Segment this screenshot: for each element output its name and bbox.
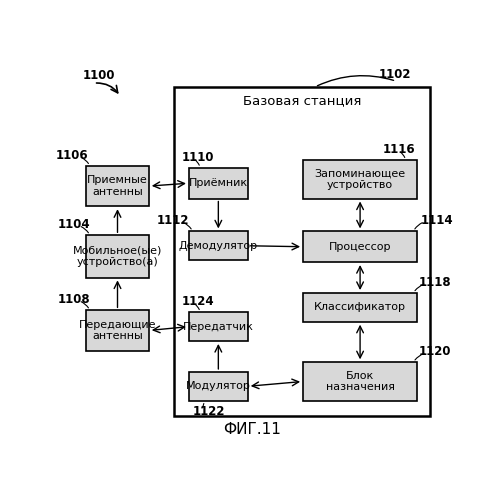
Text: 1116: 1116 xyxy=(383,143,415,156)
FancyBboxPatch shape xyxy=(189,232,248,260)
Text: Запоминающее
устройство: Запоминающее устройство xyxy=(315,168,406,190)
Text: Передатчик: Передатчик xyxy=(183,322,254,332)
FancyBboxPatch shape xyxy=(303,293,417,322)
Text: 1124: 1124 xyxy=(181,296,214,308)
Text: 1114: 1114 xyxy=(421,214,454,228)
Text: Базовая станция: Базовая станция xyxy=(243,94,361,107)
FancyBboxPatch shape xyxy=(189,168,248,198)
Text: Мобильное(ые)
устройство(а): Мобильное(ые) устройство(а) xyxy=(73,246,162,267)
Text: Приемные
антенны: Приемные антенны xyxy=(87,176,148,197)
Text: ФИГ.11: ФИГ.11 xyxy=(223,422,280,436)
FancyBboxPatch shape xyxy=(303,160,417,198)
Text: 1102: 1102 xyxy=(379,68,411,81)
FancyBboxPatch shape xyxy=(303,362,417,401)
FancyBboxPatch shape xyxy=(189,372,248,400)
Text: Процессор: Процессор xyxy=(329,242,391,252)
FancyBboxPatch shape xyxy=(86,235,149,278)
Text: Демодулятор: Демодулятор xyxy=(179,240,258,251)
Text: 1112: 1112 xyxy=(157,214,189,228)
Text: 1108: 1108 xyxy=(57,294,90,306)
Text: Блок
назначения: Блок назначения xyxy=(326,370,395,392)
Text: 1106: 1106 xyxy=(55,149,88,162)
Text: Приёмник: Приёмник xyxy=(189,178,248,188)
Text: 1100: 1100 xyxy=(82,70,115,82)
Text: 1122: 1122 xyxy=(192,405,225,418)
FancyBboxPatch shape xyxy=(174,87,431,416)
Text: 1118: 1118 xyxy=(419,276,452,289)
FancyBboxPatch shape xyxy=(86,166,149,206)
FancyBboxPatch shape xyxy=(189,312,248,341)
Text: 1110: 1110 xyxy=(181,151,214,164)
FancyBboxPatch shape xyxy=(86,310,149,350)
Text: Классификатор: Классификатор xyxy=(314,302,406,312)
Text: Модулятор: Модулятор xyxy=(186,382,251,392)
Text: 1104: 1104 xyxy=(57,218,90,232)
Text: 1120: 1120 xyxy=(419,346,452,358)
Text: Передающие
антенны: Передающие антенны xyxy=(79,320,156,342)
FancyBboxPatch shape xyxy=(303,232,417,262)
